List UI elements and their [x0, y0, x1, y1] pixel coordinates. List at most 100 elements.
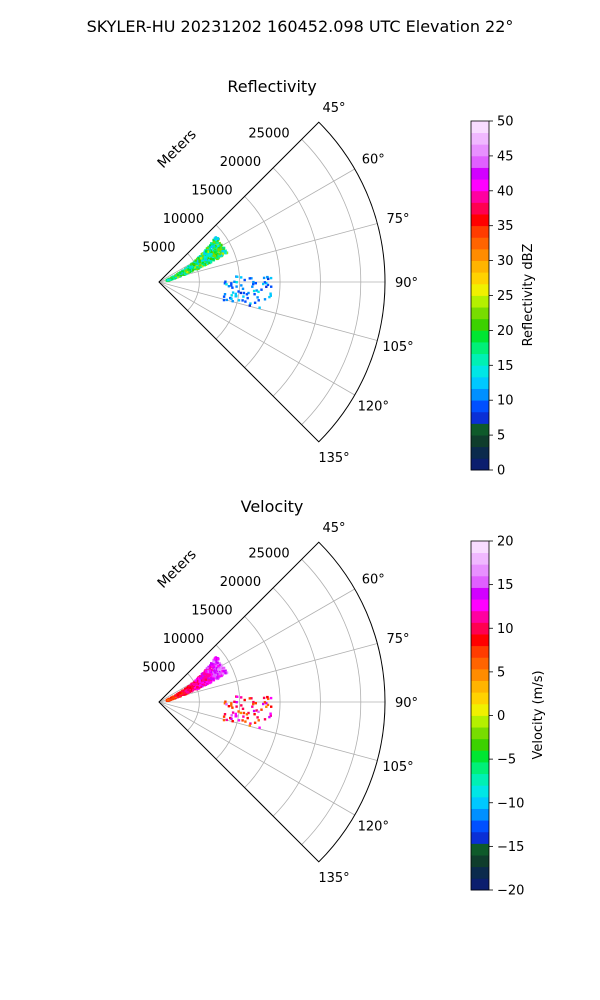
reflectivity-echo-cell: [262, 282, 265, 286]
velocity-echo-cell: [225, 703, 228, 706]
figure-suptitle: SKYLER-HU 20231202 160452.098 UTC Elevat…: [87, 17, 514, 36]
reflectivity-colorbar-swatch: [471, 376, 489, 389]
reflectivity-echo-cell: [212, 240, 216, 244]
velocity-colorbar-swatch: [471, 843, 489, 856]
reflectivity-radial-label: Meters: [155, 127, 200, 172]
reflectivity-echo-cell: [191, 265, 194, 268]
velocity-echo-cell: [242, 711, 246, 715]
reflectivity-echo-cell: [194, 259, 197, 262]
velocity-echo-cell: [217, 664, 220, 668]
reflectivity-echo-cell: [256, 296, 259, 299]
reflectivity-echo-cell: [247, 291, 250, 295]
velocity-echo-cell: [258, 726, 261, 729]
reflectivity-echo-cell: [199, 263, 202, 266]
velocity-echo-cell: [217, 674, 221, 678]
reflectivity-echo-cell: [203, 255, 207, 259]
reflectivity-colorbar-tick: 50: [497, 115, 514, 130]
reflectivity-colorbar-swatch: [471, 283, 489, 296]
velocity-angle-tick: 135°: [318, 871, 349, 886]
reflectivity-echo-cell: [216, 242, 219, 245]
velocity-angle-tick: 75°: [386, 632, 409, 647]
velocity-colorbar-tick: 10: [497, 622, 514, 637]
reflectivity-colorbar-tick: 20: [497, 324, 514, 339]
velocity-echo-cell: [234, 715, 237, 718]
reflectivity-azimuth-line: [158, 223, 378, 283]
velocity-echo-cell: [193, 686, 197, 689]
reflectivity-colorbar-swatch: [471, 307, 489, 320]
reflectivity-echo-cell: [216, 256, 219, 259]
reflectivity-echo-cell: [240, 276, 243, 279]
velocity-echo-cell: [223, 670, 226, 673]
velocity-echo-cell: [196, 686, 199, 689]
reflectivity-echo-cell: [198, 260, 201, 263]
velocity-echo-cell: [170, 698, 173, 701]
reflectivity-echo-cell: [217, 254, 221, 258]
reflectivity-echo-cell: [236, 275, 239, 278]
velocity-echo-cell: [210, 673, 213, 676]
velocity-echo-cell: [185, 690, 189, 694]
reflectivity-echo-cell: [206, 250, 209, 253]
reflectivity-echo-cell: [262, 276, 266, 280]
velocity-echo-cell: [254, 702, 257, 705]
velocity-echo-cell: [240, 704, 243, 707]
reflectivity-colorbar-swatch: [471, 458, 489, 471]
velocity-echo-cell: [262, 696, 266, 700]
velocity-colorbar-swatch: [471, 773, 489, 786]
reflectivity-echo-cell: [253, 293, 256, 296]
reflectivity-angle-tick: 60°: [362, 152, 385, 167]
reflectivity-echo-cell: [206, 262, 209, 265]
velocity-colorbar-tick: −20: [497, 884, 524, 899]
reflectivity-colorbar-swatch: [471, 435, 489, 448]
reflectivity-echo-cell: [260, 288, 263, 291]
velocity-echo-cell: [235, 705, 238, 708]
velocity-colorbar-swatch: [471, 738, 489, 751]
reflectivity-echo-cell: [211, 258, 215, 261]
reflectivity-echo-cell: [217, 244, 220, 248]
reflectivity-echo-cell: [205, 250, 208, 253]
reflectivity-echo-cell: [193, 266, 197, 269]
reflectivity-echo-cell: [213, 237, 216, 240]
reflectivity-echo-cell: [269, 276, 273, 280]
reflectivity-echo-cell: [196, 267, 199, 270]
reflectivity-angle-tick: 105°: [382, 340, 413, 355]
reflectivity-echo-cell: [206, 257, 210, 260]
reflectivity-echo-cell: [258, 306, 261, 309]
velocity-echo-cell: [230, 704, 233, 707]
reflectivity-sector-border: [158, 121, 386, 443]
velocity-echo-cell: [214, 671, 217, 674]
velocity-echo-cell: [183, 688, 187, 691]
reflectivity-echo-cell: [174, 274, 178, 277]
reflectivity-echo-cell: [212, 251, 215, 254]
reflectivity-colorbar-swatch: [471, 144, 489, 157]
velocity-echo-cell: [205, 680, 209, 684]
velocity-echo-cell: [252, 709, 256, 713]
reflectivity-echo-cell: [222, 298, 226, 302]
reflectivity-echo-cell: [267, 277, 270, 281]
reflectivity-colorbar: 0 5 10 15 20 25 30 35 40 45 50: [470, 115, 514, 479]
velocity-echo-cell: [213, 657, 216, 660]
velocity-radial-label: Meters: [155, 547, 200, 592]
velocity-echo-cell: [200, 677, 203, 680]
reflectivity-echo-cell: [248, 304, 251, 307]
reflectivity-echo-cell: [224, 280, 227, 283]
velocity-echo-cell: [215, 667, 219, 670]
velocity-echo-cell: [260, 708, 263, 711]
reflectivity-echo-cell: [218, 243, 221, 247]
reflectivity-echo-cell: [176, 273, 180, 277]
reflectivity-echo-cell: [241, 287, 245, 290]
velocity-colorbar-swatch: [471, 866, 489, 879]
reflectivity-echo-cell: [179, 274, 182, 277]
velocity-colorbar-swatch: [471, 610, 489, 623]
velocity-echo-cell: [214, 660, 217, 664]
reflectivity-echo-cell: [249, 302, 252, 305]
reflectivity-echo-cell: [205, 256, 208, 260]
velocity-echo-cell: [216, 657, 220, 660]
velocity-echo-cell: [174, 694, 178, 697]
reflectivity-echo-cell: [210, 253, 213, 256]
reflectivity-echo-cell: [268, 295, 271, 299]
velocity-echo-cell: [222, 718, 226, 722]
velocity-colorbar-swatch: [471, 599, 489, 612]
reflectivity-echo-cell: [223, 293, 227, 296]
velocity-echo-cell: [209, 674, 213, 678]
